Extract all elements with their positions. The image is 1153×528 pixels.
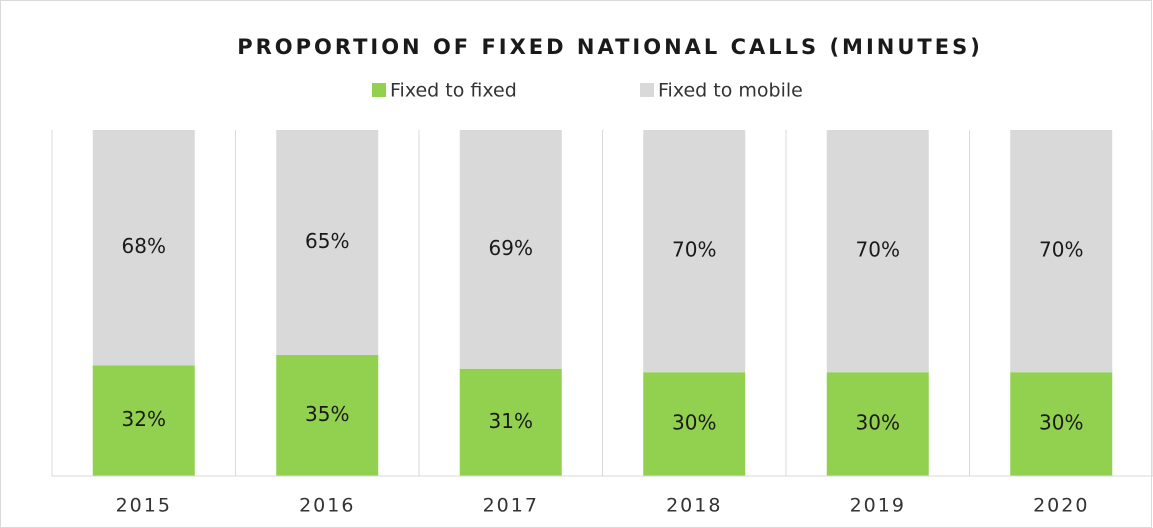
bar-segment — [826, 130, 929, 373]
value-label: 70% — [672, 238, 716, 262]
value-label: 70% — [856, 238, 900, 262]
value-label: 30% — [856, 411, 900, 435]
bar-segment — [1010, 130, 1113, 373]
chart-title: PROPORTION OF FIXED NATIONAL CALLS (MINU… — [237, 35, 983, 59]
value-label: 32% — [122, 407, 166, 431]
value-label: 35% — [305, 402, 349, 426]
bar-segment — [459, 130, 562, 369]
bar-segment — [643, 130, 746, 373]
bar-segment — [459, 368, 562, 476]
value-label: 69% — [489, 236, 533, 260]
legend-swatch — [372, 83, 386, 97]
legend-label: Fixed to fixed — [390, 80, 517, 102]
value-label: 30% — [1039, 411, 1083, 435]
bar-segment — [643, 372, 746, 476]
value-label: 65% — [305, 229, 349, 253]
bar-segment — [92, 130, 195, 366]
x-tick-label: 2018 — [666, 495, 722, 517]
x-tick-label: 2020 — [1033, 495, 1089, 517]
legend-label: Fixed to mobile — [658, 80, 803, 102]
bar-segment — [276, 130, 379, 355]
x-tick-label: 2017 — [483, 495, 539, 517]
value-label: 30% — [672, 411, 716, 435]
bar-segment — [1010, 372, 1113, 476]
bar-segment — [92, 365, 195, 476]
value-label: 70% — [1039, 238, 1083, 262]
x-tick-label: 2019 — [850, 495, 906, 517]
bar-segment — [826, 372, 929, 476]
legend-swatch — [640, 83, 654, 97]
value-label: 68% — [122, 234, 166, 258]
bar-segment — [276, 354, 379, 476]
value-label: 31% — [489, 409, 533, 433]
x-tick-label: 2016 — [299, 495, 355, 517]
x-tick-label: 2015 — [116, 495, 172, 517]
